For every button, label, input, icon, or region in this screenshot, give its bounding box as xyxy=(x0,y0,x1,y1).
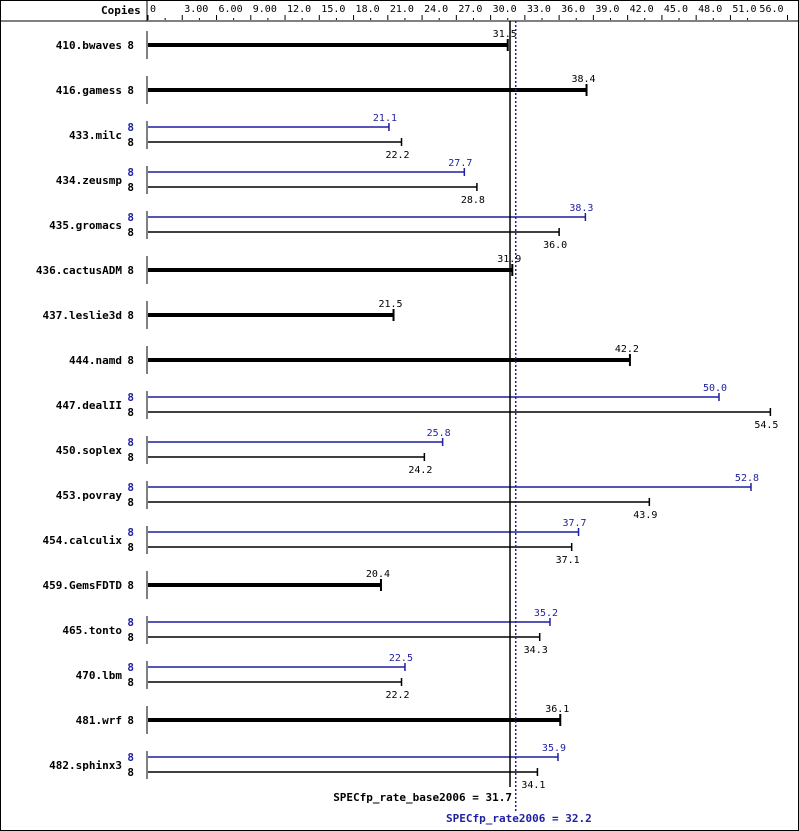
copies-label: 8 xyxy=(127,84,134,97)
base-copies-label: 8 xyxy=(127,631,134,644)
copies-label: 8 xyxy=(127,39,134,52)
benchmark-label: 470.lbm xyxy=(76,669,123,682)
benchmark-label: 447.dealII xyxy=(56,399,122,412)
benchmark-label: 434.zeusmp xyxy=(56,174,123,187)
benchmark-label: 410.bwaves xyxy=(56,39,122,52)
peak-copies-label: 8 xyxy=(127,121,134,134)
peak-copies-label: 8 xyxy=(127,751,134,764)
tick-label: 24.0 xyxy=(424,4,448,15)
peak-value-label: 21.1 xyxy=(373,113,397,124)
benchmark-label: 459.GemsFDTD xyxy=(43,579,123,592)
copies-label: 8 xyxy=(127,714,134,727)
tick-label: 15.0 xyxy=(321,4,345,15)
copies-label: 8 xyxy=(127,354,134,367)
tick-label: 0 xyxy=(150,4,156,15)
base-value-label: 31.5 xyxy=(493,29,517,40)
peak-value-label: 50.0 xyxy=(703,383,727,394)
copies-label: 8 xyxy=(127,264,134,277)
base-copies-label: 8 xyxy=(127,181,134,194)
benchmark-label: 444.namd xyxy=(69,354,122,367)
benchmark-label: 453.povray xyxy=(56,489,123,502)
base-value-label: 28.8 xyxy=(461,195,485,206)
base-copies-label: 8 xyxy=(127,766,134,779)
tick-label: 33.0 xyxy=(527,4,551,15)
peak-value-label: 37.7 xyxy=(562,518,586,529)
peak-value-label: 27.7 xyxy=(448,158,472,169)
base-value-label: 37.1 xyxy=(556,555,580,566)
tick-label: 6.00 xyxy=(219,4,243,15)
base-value-label: 36.0 xyxy=(543,240,567,251)
tick-label: 27.0 xyxy=(458,4,482,15)
base-reference-label: SPECfp_rate_base2006 = 31.7 xyxy=(333,791,512,804)
benchmark-label: 454.calculix xyxy=(43,534,123,547)
base-value-label: 38.4 xyxy=(571,74,595,85)
base-copies-label: 8 xyxy=(127,136,134,149)
peak-copies-label: 8 xyxy=(127,166,134,179)
base-value-label: 43.9 xyxy=(633,510,657,521)
peak-copies-label: 8 xyxy=(127,526,134,539)
tick-label: 48.0 xyxy=(698,4,722,15)
base-copies-label: 8 xyxy=(127,406,134,419)
benchmark-label: 437.leslie3d xyxy=(43,309,122,322)
peak-value-label: 38.3 xyxy=(569,203,593,214)
tick-label: 51.0 xyxy=(732,4,756,15)
peak-copies-label: 8 xyxy=(127,481,134,494)
tick-label: 12.0 xyxy=(287,4,311,15)
tick-label: 39.0 xyxy=(595,4,619,15)
benchmark-label: 435.gromacs xyxy=(49,219,122,232)
benchmark-label: 450.soplex xyxy=(56,444,123,457)
benchmark-label: 482.sphinx3 xyxy=(49,759,122,772)
copies-label: 8 xyxy=(127,579,134,592)
peak-value-label: 22.5 xyxy=(389,653,413,664)
base-value-label: 34.3 xyxy=(524,645,548,656)
copies-header: Copies xyxy=(101,4,141,17)
benchmark-label: 465.tonto xyxy=(62,624,122,637)
copies-label: 8 xyxy=(127,309,134,322)
base-value-label: 22.2 xyxy=(385,690,409,701)
benchmark-label: 433.milc xyxy=(69,129,122,142)
tick-label: 56.0 xyxy=(759,4,783,15)
peak-value-label: 35.9 xyxy=(542,743,566,754)
tick-label: 18.0 xyxy=(356,4,380,15)
peak-copies-label: 8 xyxy=(127,211,134,224)
peak-value-label: 52.8 xyxy=(735,473,759,484)
benchmark-label: 416.gamess xyxy=(56,84,122,97)
base-copies-label: 8 xyxy=(127,496,134,509)
base-value-label: 20.4 xyxy=(366,569,390,580)
peak-value-label: 35.2 xyxy=(534,608,558,619)
benchmark-label: 481.wrf xyxy=(76,714,122,727)
peak-copies-label: 8 xyxy=(127,391,134,404)
tick-label: 42.0 xyxy=(630,4,654,15)
base-value-label: 34.1 xyxy=(521,780,545,791)
base-value-label: 54.5 xyxy=(754,420,778,431)
tick-label: 3.00 xyxy=(184,4,208,15)
peak-copies-label: 8 xyxy=(127,616,134,629)
tick-label: 36.0 xyxy=(561,4,585,15)
base-copies-label: 8 xyxy=(127,451,134,464)
tick-label: 45.0 xyxy=(664,4,688,15)
base-copies-label: 8 xyxy=(127,676,134,689)
base-value-label: 42.2 xyxy=(615,344,639,355)
base-value-label: 21.5 xyxy=(378,299,402,310)
peak-value-label: 25.8 xyxy=(427,428,451,439)
benchmark-label: 436.cactusADM xyxy=(36,264,122,277)
base-value-label: 36.1 xyxy=(545,704,569,715)
base-copies-label: 8 xyxy=(127,226,134,239)
tick-label: 21.0 xyxy=(390,4,414,15)
tick-label: 30.0 xyxy=(493,4,517,15)
peak-copies-label: 8 xyxy=(127,436,134,449)
base-value-label: 22.2 xyxy=(385,150,409,161)
base-copies-label: 8 xyxy=(127,541,134,554)
tick-label: 9.00 xyxy=(253,4,277,15)
peak-copies-label: 8 xyxy=(127,661,134,674)
peak-reference-label: SPECfp_rate2006 = 32.2 xyxy=(446,812,592,825)
base-value-label: 24.2 xyxy=(408,465,432,476)
